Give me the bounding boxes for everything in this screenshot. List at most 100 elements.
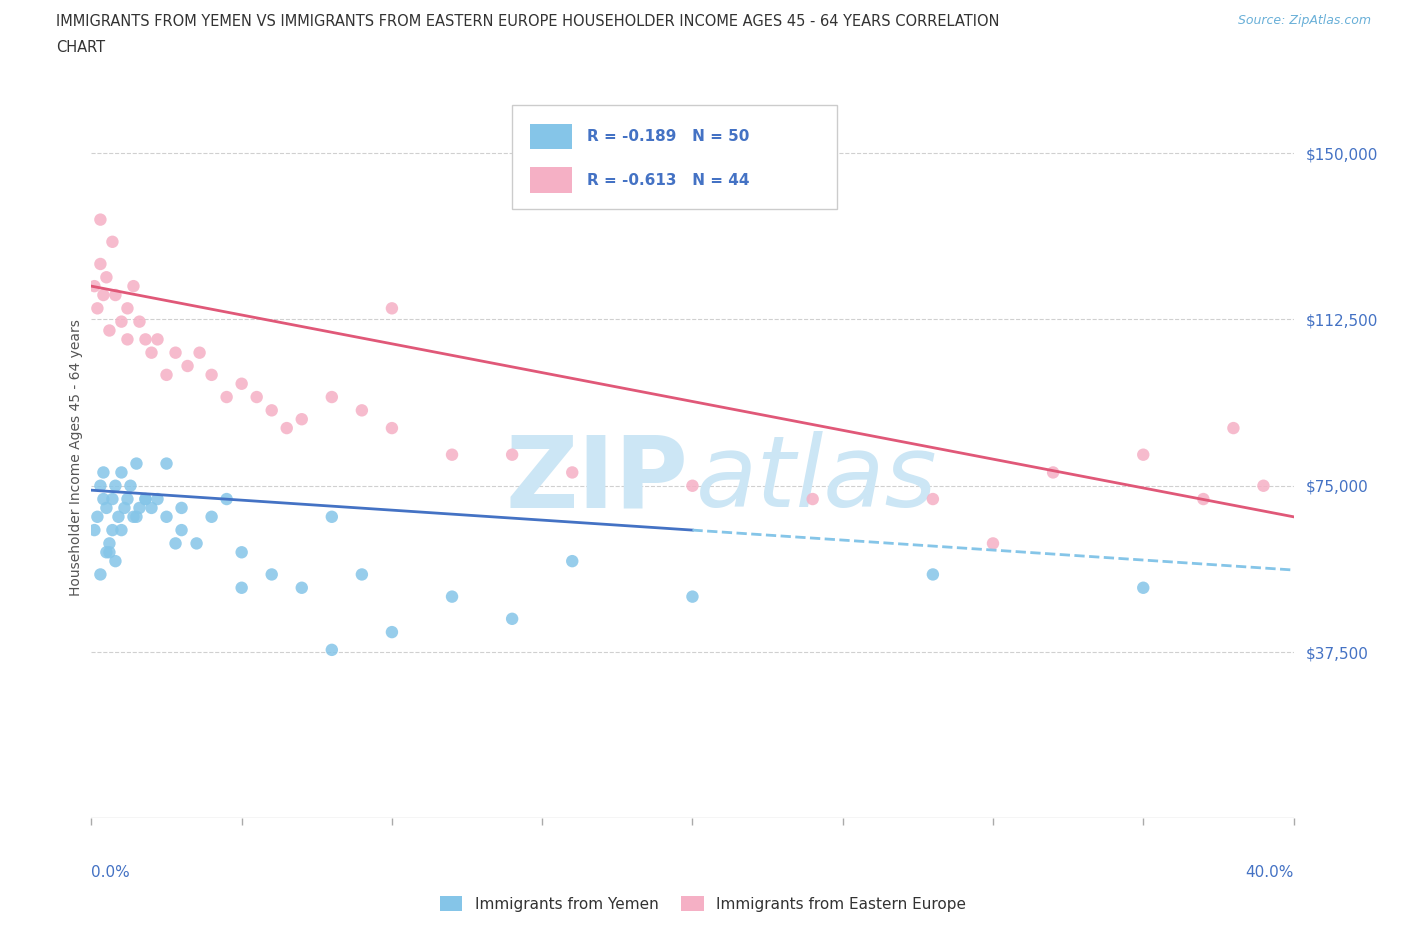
Point (1132, 447, 1154, 462)
Point (98, 323, 121, 338)
Point (96, 270, 118, 285)
Point (128, 500, 150, 515)
Point (381, 420, 404, 435)
Point (93, 492, 115, 507)
Text: 0.0%: 0.0% (91, 865, 131, 881)
Text: CHART: CHART (56, 40, 105, 55)
Y-axis label: Householder Income Ages 45 - 64 years: Householder Income Ages 45 - 64 years (69, 320, 83, 596)
Point (201, 367, 224, 382)
Point (260, 567, 283, 582)
Point (134, 492, 156, 507)
Point (125, 456, 148, 471)
Point (104, 478, 127, 493)
Point (176, 359, 198, 374)
Point (96, 500, 118, 515)
Point (117, 332, 139, 347)
Point (101, 234, 124, 249)
Point (101, 523, 124, 538)
Point (561, 465, 583, 480)
Point (110, 465, 132, 480)
Point (215, 390, 238, 405)
Text: ZIP: ZIP (506, 432, 689, 528)
Point (291, 580, 314, 595)
Point (98, 536, 121, 551)
Text: 40.0%: 40.0% (1246, 865, 1294, 881)
Point (110, 523, 132, 538)
Point (231, 377, 253, 392)
Text: Source: ZipAtlas.com: Source: ZipAtlas.com (1237, 14, 1371, 27)
Point (155, 367, 177, 382)
Text: R = -0.189   N = 50: R = -0.189 N = 50 (586, 128, 749, 144)
Point (1222, 420, 1244, 435)
Point (1042, 465, 1064, 480)
Point (321, 643, 343, 658)
Point (83, 523, 105, 538)
Point (246, 390, 269, 405)
Point (146, 492, 169, 507)
Point (125, 510, 148, 525)
Point (117, 492, 139, 507)
Point (321, 510, 343, 525)
Point (260, 403, 283, 418)
Point (276, 420, 298, 435)
Point (104, 287, 127, 302)
Point (561, 553, 583, 568)
Point (110, 314, 132, 329)
Point (114, 500, 136, 515)
Text: IMMIGRANTS FROM YEMEN VS IMMIGRANTS FROM EASTERN EUROPE HOUSEHOLDER INCOME AGES : IMMIGRANTS FROM YEMEN VS IMMIGRANTS FROM… (56, 14, 1000, 29)
Point (93, 465, 115, 480)
Point (170, 500, 193, 515)
Point (117, 301, 139, 316)
Point (681, 590, 703, 604)
Point (1192, 492, 1215, 507)
Point (122, 279, 145, 294)
Point (107, 510, 129, 525)
Point (96, 545, 118, 560)
Point (122, 510, 145, 525)
Point (922, 492, 945, 507)
Point (155, 456, 177, 471)
Point (1253, 478, 1275, 493)
Point (141, 500, 163, 515)
Point (165, 536, 187, 551)
Point (146, 332, 169, 347)
Point (186, 536, 208, 551)
Point (141, 345, 163, 360)
Point (440, 590, 463, 604)
Point (321, 390, 343, 405)
Point (104, 553, 127, 568)
Point (501, 447, 523, 462)
FancyBboxPatch shape (512, 105, 837, 209)
Point (86, 301, 108, 316)
Point (98, 545, 121, 560)
Point (350, 403, 373, 418)
Point (440, 447, 463, 462)
Point (89, 257, 111, 272)
Point (89, 567, 111, 582)
Legend: Immigrants from Yemen, Immigrants from Eastern Europe: Immigrants from Yemen, Immigrants from E… (433, 889, 973, 918)
Point (188, 345, 211, 360)
Point (201, 510, 224, 525)
Point (1132, 580, 1154, 595)
Point (89, 478, 111, 493)
FancyBboxPatch shape (530, 167, 572, 193)
Point (86, 510, 108, 525)
Text: R = -0.613   N = 44: R = -0.613 N = 44 (586, 173, 749, 188)
FancyBboxPatch shape (530, 124, 572, 149)
Point (381, 625, 404, 640)
Point (501, 611, 523, 626)
Point (83, 279, 105, 294)
Point (215, 492, 238, 507)
Point (155, 510, 177, 525)
Point (93, 287, 115, 302)
Text: atlas: atlas (696, 432, 938, 528)
Point (681, 478, 703, 493)
Point (381, 301, 404, 316)
Point (231, 580, 253, 595)
Point (350, 567, 373, 582)
Point (165, 345, 187, 360)
Point (134, 492, 156, 507)
Point (981, 536, 1004, 551)
Point (922, 567, 945, 582)
Point (170, 523, 193, 538)
